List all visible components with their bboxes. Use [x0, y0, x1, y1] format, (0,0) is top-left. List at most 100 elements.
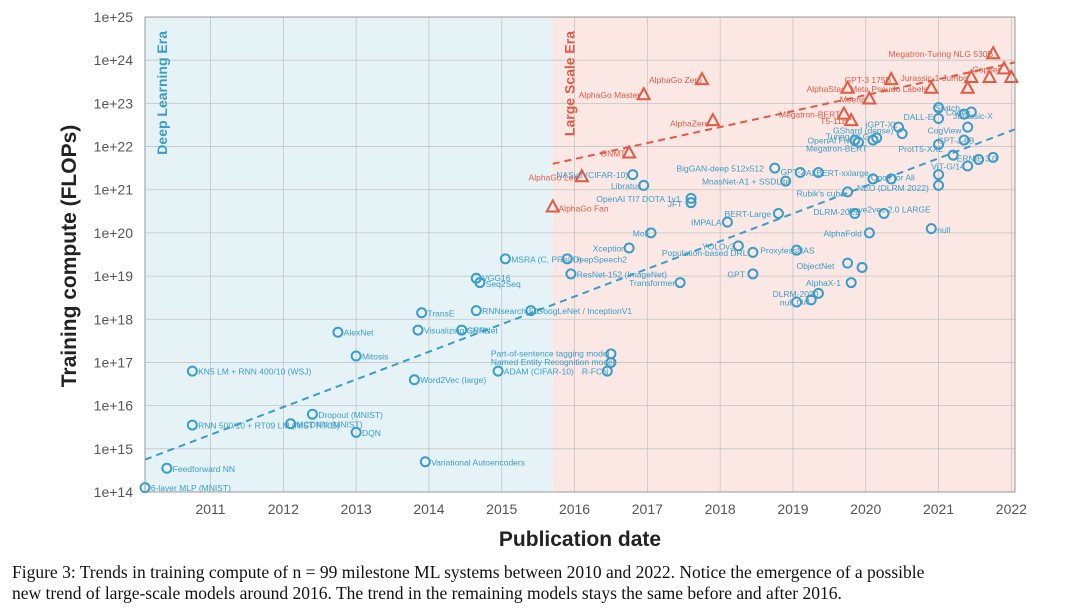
- regular-marker: [332, 326, 344, 338]
- point-label: VGG16: [482, 273, 511, 283]
- x-tick-label: 2020: [850, 501, 881, 517]
- regular-marker: [947, 149, 959, 161]
- regular-marker: [896, 128, 908, 140]
- point-label: iGPT-XL: [866, 120, 898, 130]
- point-label: AlphaStar: [807, 84, 844, 94]
- regular-marker: [525, 305, 537, 317]
- point-label: ALBERT-xxlarge: [806, 168, 869, 178]
- point-label: AlphaGo Fan: [559, 203, 609, 213]
- plot-frame: [144, 16, 1016, 493]
- regular-marker: [561, 253, 573, 265]
- x-tick-label: 2022: [996, 501, 1027, 517]
- point-label: Mitosis: [362, 351, 388, 361]
- regular-marker: [849, 134, 861, 146]
- large-scale-marker: [861, 90, 878, 105]
- point-label: AlphaGo Zero: [649, 75, 702, 85]
- large-scale-marker: [636, 86, 652, 101]
- point-label: Seq2Seq: [486, 279, 521, 289]
- regular-marker: [933, 102, 945, 114]
- point-label: OpenAI Five: [808, 136, 856, 146]
- y-tick-label: 1e+19: [94, 268, 134, 284]
- point-label: Jurassic-X: [953, 111, 993, 121]
- point-label: Xception: [593, 244, 626, 254]
- regular-marker: [805, 294, 817, 306]
- large-scale-marker: [574, 168, 590, 183]
- point-label: KN5 LM + RNN 400/10 (WSJ): [198, 367, 311, 377]
- point-label: Gopher: [972, 64, 1001, 74]
- regular-marker: [470, 305, 482, 317]
- regular-marker: [812, 287, 824, 299]
- point-label: GPT-2: [781, 167, 806, 177]
- regular-marker: [962, 121, 974, 133]
- point-label: Once for All: [871, 172, 915, 182]
- point-label: DLRM-2020: [773, 289, 819, 299]
- regular-marker: [685, 197, 697, 209]
- point-label: ResNet-152 (ImageNet): [577, 269, 667, 279]
- point-label: AlphaGo Master: [579, 90, 641, 100]
- point-label: GShard (dense): [833, 126, 894, 136]
- large-scale-marker: [1003, 68, 1020, 83]
- point-label: null: [937, 225, 950, 235]
- data-points: [139, 45, 1020, 494]
- regular-marker: [965, 106, 977, 118]
- regular-marker: [492, 365, 504, 377]
- figure-caption: Figure 3: Trends in training compute of …: [12, 562, 1072, 604]
- regular-marker: [849, 207, 861, 219]
- regular-marker: [780, 175, 792, 187]
- large-scale-marker: [923, 79, 939, 94]
- regular-marker: [867, 134, 879, 146]
- caption-line-1: Figure 3: Trends in training compute of …: [12, 562, 925, 582]
- regular-marker: [933, 138, 945, 150]
- regular-marker: [812, 166, 824, 178]
- point-label: DLRM-2021: [813, 207, 859, 217]
- point-label: T5-11B: [820, 116, 848, 126]
- point-label: Visualizing CNNs: [424, 326, 490, 336]
- regular-marker: [186, 419, 198, 431]
- regular-marker: [958, 134, 970, 146]
- point-label: GPT: [727, 269, 744, 279]
- point-label: AlexNet: [344, 328, 374, 338]
- y-tick-label: 1e+24: [94, 52, 134, 68]
- compute-trends-chart: Megatron-Turing NLG 530B Gopher AlphaGo Ze…: [58, 9, 1027, 551]
- point-label: Word2Vec (large): [420, 375, 486, 385]
- point-label: BERT-Large: [725, 209, 772, 219]
- x-axis-title: Publication date: [499, 528, 661, 551]
- regular-marker: [987, 151, 999, 163]
- regular-marker: [842, 186, 854, 198]
- point-label: Jurassic-1-Jumbo: [901, 73, 968, 83]
- regular-marker: [867, 173, 879, 185]
- point-label: SPPNet: [468, 326, 499, 336]
- large-scale-marker: [959, 79, 976, 94]
- point-label: ObjectNet: [797, 261, 835, 271]
- point-label: Rubik's cube: [797, 189, 846, 199]
- large-scale-marker: [694, 71, 710, 86]
- point-label: MSRA (C, PReLU): [511, 254, 582, 264]
- large-scale-marker: [996, 60, 1012, 75]
- point-label: GPT-J-6B: [937, 136, 975, 146]
- y-tick-label: 1e+16: [94, 398, 134, 414]
- y-tick-label: 1e+25: [94, 9, 134, 25]
- regular-marker: [474, 277, 486, 289]
- point-label: JFT: [668, 199, 683, 209]
- point-label: ProtT5-XXL: [899, 144, 944, 154]
- regular-marker: [601, 365, 613, 377]
- point-label: NASv3 (CIFAR-10): [556, 170, 628, 180]
- x-tick-label: 2017: [632, 501, 663, 517]
- y-tick-label: 1e+17: [94, 354, 134, 370]
- large-scale-marker: [963, 68, 980, 83]
- point-label: null: [780, 298, 793, 308]
- regular-marker: [186, 365, 198, 377]
- regular-marker: [962, 160, 974, 172]
- era-label: Large Scale Era: [562, 31, 578, 136]
- regular-marker: [933, 112, 945, 124]
- point-label: Feedforward NN: [173, 464, 235, 474]
- point-label: Dropout (MNIST): [318, 410, 383, 420]
- era-band-1: [552, 17, 1015, 492]
- regular-marker: [973, 154, 985, 165]
- era-band-0: [145, 17, 553, 492]
- point-label: ERNIE 3.0: [957, 154, 997, 164]
- caption-line-2: new trend of large-scale models around 2…: [12, 583, 842, 603]
- regular-marker: [350, 426, 362, 438]
- era-label: Deep Learning Era: [154, 31, 170, 155]
- point-labels: Megatron-Turing NLG 530B Gopher AlphaGo Ze…: [151, 49, 1001, 493]
